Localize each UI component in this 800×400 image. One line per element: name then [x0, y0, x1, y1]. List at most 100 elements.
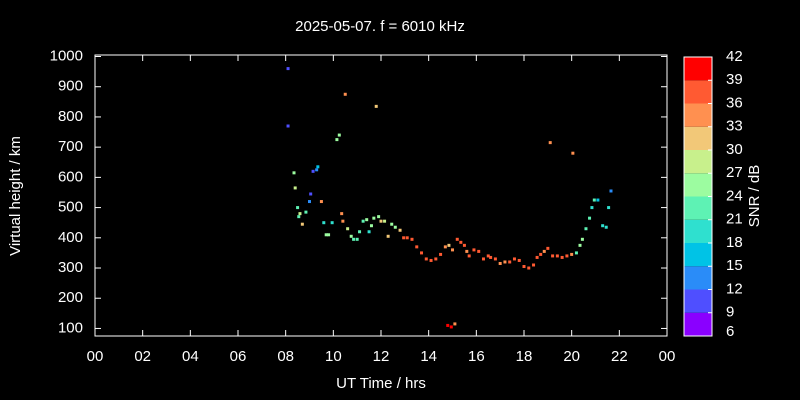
data-point	[415, 245, 419, 249]
colorbar-tick-label: 9	[726, 304, 734, 321]
colorbar-band	[684, 312, 712, 336]
x-tick-label: 22	[611, 348, 628, 365]
data-point	[304, 210, 308, 214]
data-point	[477, 249, 481, 253]
data-point	[379, 219, 383, 223]
data-point	[446, 323, 450, 327]
data-point	[322, 221, 326, 225]
data-point	[489, 255, 493, 259]
colorbar-tick-label: 39	[726, 71, 743, 88]
data-point	[465, 249, 469, 253]
data-point	[369, 224, 373, 228]
data-point	[352, 237, 356, 241]
data-point	[386, 234, 390, 238]
y-tick-label: 1000	[50, 47, 83, 64]
data-point	[286, 124, 290, 128]
data-point	[410, 237, 414, 241]
data-point	[578, 243, 582, 247]
data-point	[565, 254, 569, 258]
colorbar-band	[684, 103, 712, 127]
data-point	[393, 225, 397, 229]
data-point	[361, 219, 365, 223]
colorbar-band	[684, 289, 712, 313]
colorbar-band	[684, 266, 712, 290]
data-point	[555, 254, 559, 258]
data-point	[459, 240, 463, 244]
y-tick-label: 600	[58, 168, 83, 185]
data-point	[601, 224, 605, 228]
colorbar-band	[684, 196, 712, 220]
data-point	[539, 252, 543, 256]
y-tick-label: 300	[58, 259, 83, 276]
data-point	[424, 257, 428, 261]
data-point	[293, 186, 297, 190]
data-point	[355, 237, 359, 241]
data-point	[365, 218, 369, 222]
data-point	[327, 233, 331, 237]
data-point	[449, 325, 453, 329]
data-point	[453, 322, 457, 326]
data-point	[609, 189, 613, 193]
data-point	[580, 237, 584, 241]
data-point	[512, 257, 516, 261]
data-point	[570, 252, 574, 256]
y-tick-label: 900	[58, 78, 83, 95]
data-point	[315, 168, 319, 172]
data-point	[398, 228, 402, 232]
colorbar-tick-label: 42	[726, 48, 743, 65]
colorbar-tick-label: 36	[726, 94, 743, 111]
colorbar-band	[684, 80, 712, 104]
x-tick-label: 18	[516, 348, 533, 365]
colorbar-tick-label: 6	[726, 323, 734, 340]
data-point	[542, 249, 546, 253]
colorbar-tick-label: 30	[726, 141, 743, 158]
x-tick-label: 14	[420, 348, 437, 365]
data-point	[462, 243, 466, 247]
colorbar-label: SNR / dB	[746, 165, 763, 228]
data-point	[551, 254, 555, 258]
data-point	[343, 92, 347, 96]
data-point	[341, 219, 345, 223]
y-tick-label: 700	[58, 138, 83, 155]
colorbar-tick-label: 33	[726, 118, 743, 135]
colorbar-tick-label: 18	[726, 234, 743, 251]
colorbar-tick-label: 15	[726, 257, 743, 274]
data-point	[517, 258, 521, 262]
data-point	[590, 206, 594, 210]
x-tick-label: 20	[563, 348, 580, 365]
data-point	[429, 258, 433, 262]
data-point	[311, 169, 315, 173]
data-point	[420, 251, 424, 255]
data-point	[455, 237, 459, 241]
colorbar-band	[684, 173, 712, 197]
data-point	[443, 245, 447, 249]
x-tick-label: 12	[373, 348, 390, 365]
data-point	[604, 225, 608, 229]
x-tick-label: 02	[134, 348, 151, 365]
data-point	[308, 200, 311, 204]
data-point	[300, 222, 304, 226]
data-point	[297, 215, 301, 219]
data-point	[546, 246, 550, 250]
chart-title: 2025-05-07. f = 6010 kHz	[295, 18, 465, 35]
data-point	[467, 254, 471, 258]
x-tick-label: 00	[87, 348, 104, 365]
data-point	[377, 215, 381, 219]
data-point	[503, 260, 507, 264]
data-point	[319, 200, 323, 204]
colorbar-band	[684, 150, 712, 174]
data-point	[508, 260, 512, 264]
data-point	[358, 230, 362, 234]
x-tick-label: 04	[182, 348, 199, 365]
data-point	[588, 216, 592, 220]
y-axis-label: Virtual height / km	[7, 136, 24, 256]
data-point	[560, 255, 564, 259]
data-point	[383, 219, 387, 223]
y-tick-label: 400	[58, 229, 83, 246]
x-axis-label: UT Time / hrs	[336, 375, 426, 392]
x-tick-label: 06	[230, 348, 247, 365]
data-point	[486, 254, 490, 258]
data-point	[596, 198, 600, 202]
data-point	[372, 216, 376, 220]
